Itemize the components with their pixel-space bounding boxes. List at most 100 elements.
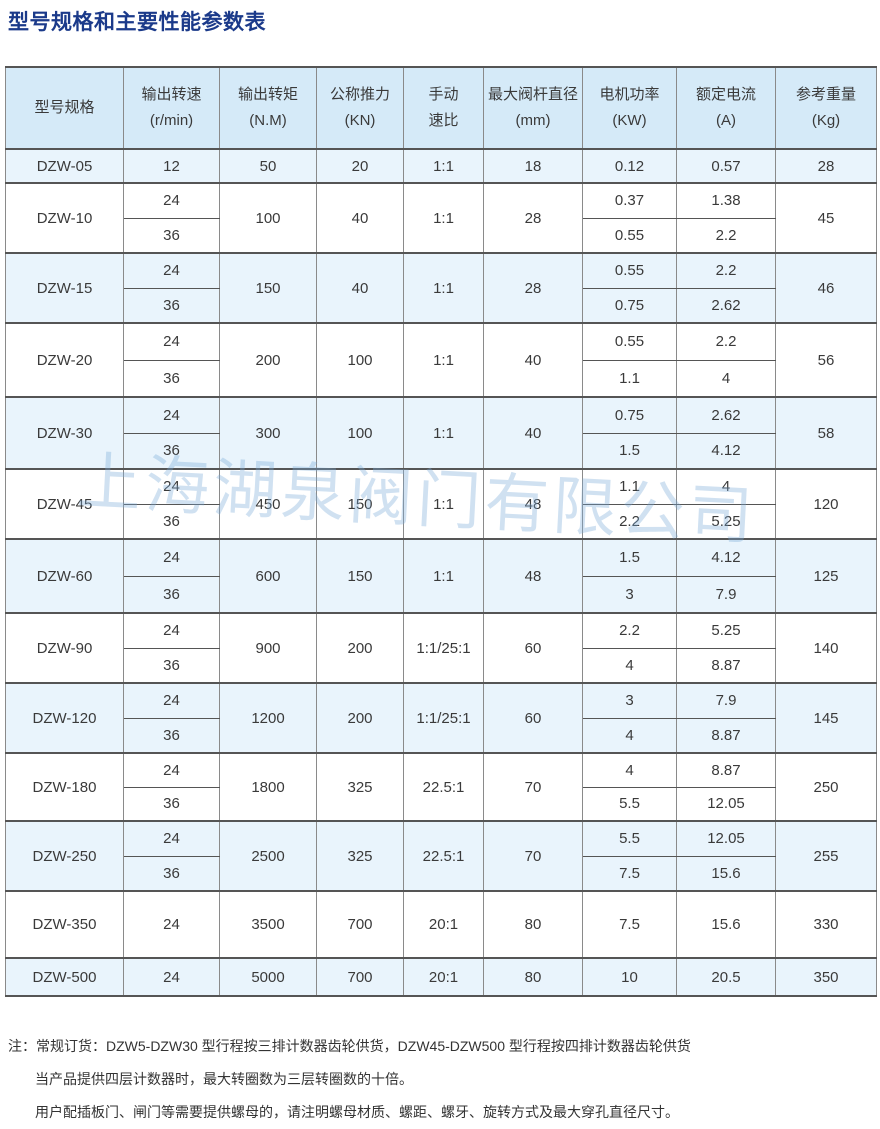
stem-diameter-cell: 48 xyxy=(483,468,583,539)
power-cell: 10 xyxy=(582,957,677,997)
thrust-cell: 325 xyxy=(316,820,404,891)
stem-diameter-cell: 80 xyxy=(483,890,583,958)
model-cell: DZW-20 xyxy=(5,322,124,397)
stem-diameter-cell: 60 xyxy=(483,612,583,683)
power-cell: 3 xyxy=(582,682,677,719)
stem-diameter-cell: 60 xyxy=(483,682,583,753)
column-header-line: 电机功率 xyxy=(599,86,660,103)
table-row: DZW-60 24 600 150 1:1 48 1.5 4.12 125 xyxy=(5,538,877,613)
ratio-cell: 1:1 xyxy=(403,252,484,323)
ratio-cell: 22.5:1 xyxy=(403,820,484,891)
torque-cell: 200 xyxy=(219,322,317,397)
table-row: 36 4 8.87 xyxy=(6,718,877,753)
current-cell: 15.6 xyxy=(676,856,776,891)
table-row: 36 2.2 5.25 xyxy=(6,504,877,539)
speed-cell: 24 xyxy=(123,890,220,958)
column-header-line: 输出转矩 xyxy=(237,86,298,103)
model-cell: DZW-30 xyxy=(5,396,124,469)
power-cell: 0.75 xyxy=(582,396,677,434)
model-cell: DZW-60 xyxy=(5,538,124,613)
power-cell: 3 xyxy=(582,576,677,613)
power-cell: 2.2 xyxy=(582,504,677,539)
current-cell: 8.87 xyxy=(676,752,776,788)
torque-cell: 300 xyxy=(219,396,317,469)
table-row: DZW-05 12 50 20 1:1 18 0.12 0.57 28 xyxy=(5,148,877,183)
current-cell: 0.57 xyxy=(676,148,776,183)
speed-cell: 36 xyxy=(123,218,220,253)
weight-cell: 125 xyxy=(775,538,877,613)
column-header-line: 输出转速 xyxy=(141,86,202,103)
column-header: 公称推力 (KN) xyxy=(316,66,404,150)
current-cell: 4.12 xyxy=(676,433,776,469)
model-cell: DZW-250 xyxy=(5,820,124,891)
column-header-line: 型号规格 xyxy=(34,99,95,116)
column-header: 型号规格 xyxy=(5,66,124,150)
table-row: DZW-180 24 1800 325 22.5:1 70 4 8.87 250 xyxy=(5,752,877,821)
ratio-cell: 1:1/25:1 xyxy=(403,682,484,753)
page-title: 型号规格和主要性能参数表 xyxy=(8,10,266,34)
weight-cell: 250 xyxy=(775,752,877,821)
ratio-cell: 1:1 xyxy=(403,468,484,539)
weight-cell: 45 xyxy=(775,182,877,253)
power-cell: 7.5 xyxy=(582,890,677,958)
power-cell: 7.5 xyxy=(582,856,677,891)
power-cell: 4 xyxy=(582,718,677,753)
ratio-cell: 20:1 xyxy=(403,890,484,958)
model-cell: DZW-10 xyxy=(5,182,124,253)
torque-cell: 3500 xyxy=(219,890,317,958)
table-row: 36 5.5 12.05 xyxy=(6,787,877,821)
speed-cell: 24 xyxy=(123,252,220,289)
column-header-line: 额定电流 xyxy=(695,86,756,103)
column-header-line: 最大阀杆直径 xyxy=(487,86,578,103)
current-cell: 2.62 xyxy=(676,396,776,434)
torque-cell: 150 xyxy=(219,252,317,323)
torque-cell: 5000 xyxy=(219,957,317,997)
column-header-line: 参考重量 xyxy=(795,86,856,103)
thrust-cell: 200 xyxy=(316,612,404,683)
thrust-cell: 700 xyxy=(316,890,404,958)
column-header: 输出转矩 (N.M) xyxy=(219,66,317,150)
table-row: 36 3 7.9 xyxy=(6,576,877,613)
ratio-cell: 1:1 xyxy=(403,396,484,469)
power-cell: 0.75 xyxy=(582,288,677,323)
table-row: 36 1.5 4.12 xyxy=(6,433,877,469)
ratio-cell: 1:1 xyxy=(403,322,484,397)
speed-cell: 12 xyxy=(123,148,220,183)
power-cell: 1.1 xyxy=(582,360,677,397)
current-cell: 12.05 xyxy=(676,820,776,857)
column-header-line: 公称推力 xyxy=(329,86,390,103)
table-row: DZW-250 24 2500 325 22.5:1 70 5.5 12.05 255 xyxy=(5,820,877,891)
weight-cell: 255 xyxy=(775,820,877,891)
power-cell: 0.55 xyxy=(582,322,677,361)
weight-cell: 28 xyxy=(775,148,877,183)
speed-cell: 24 xyxy=(123,468,220,505)
table-row: DZW-30 24 300 100 1:1 40 0.75 2.62 58 xyxy=(5,396,877,469)
power-cell: 5.5 xyxy=(582,820,677,857)
speed-cell: 24 xyxy=(123,957,220,997)
column-header-line: (N.M) xyxy=(249,112,287,129)
torque-cell: 1800 xyxy=(219,752,317,821)
column-header-line: (A) xyxy=(716,112,736,129)
column-header-line: 速比 xyxy=(428,112,459,129)
current-cell: 2.2 xyxy=(676,252,776,289)
stem-diameter-cell: 70 xyxy=(483,820,583,891)
notes: 注：常规订货：DZW5-DZW30 型行程按三排计数器齿轮供货，DZW45-DZ… xyxy=(8,1030,691,1129)
speed-cell: 36 xyxy=(123,576,220,613)
table-row: 36 1.1 4 xyxy=(6,360,877,397)
stem-diameter-cell: 70 xyxy=(483,752,583,821)
speed-cell: 24 xyxy=(123,820,220,857)
column-header-line: (Kg) xyxy=(811,112,841,129)
speed-cell: 36 xyxy=(123,433,220,469)
note-1: 注：常规订货：DZW5-DZW30 型行程按三排计数器齿轮供货，DZW45-DZ… xyxy=(8,1038,691,1054)
current-cell: 2.2 xyxy=(676,218,776,253)
speed-cell: 24 xyxy=(123,396,220,434)
torque-cell: 100 xyxy=(219,182,317,253)
torque-cell: 1200 xyxy=(219,682,317,753)
weight-cell: 58 xyxy=(775,396,877,469)
power-cell: 1.5 xyxy=(582,538,677,577)
thrust-cell: 40 xyxy=(316,182,404,253)
current-cell: 4 xyxy=(676,360,776,397)
current-cell: 2.2 xyxy=(676,322,776,361)
power-cell: 4 xyxy=(582,648,677,683)
current-cell: 5.25 xyxy=(676,612,776,649)
